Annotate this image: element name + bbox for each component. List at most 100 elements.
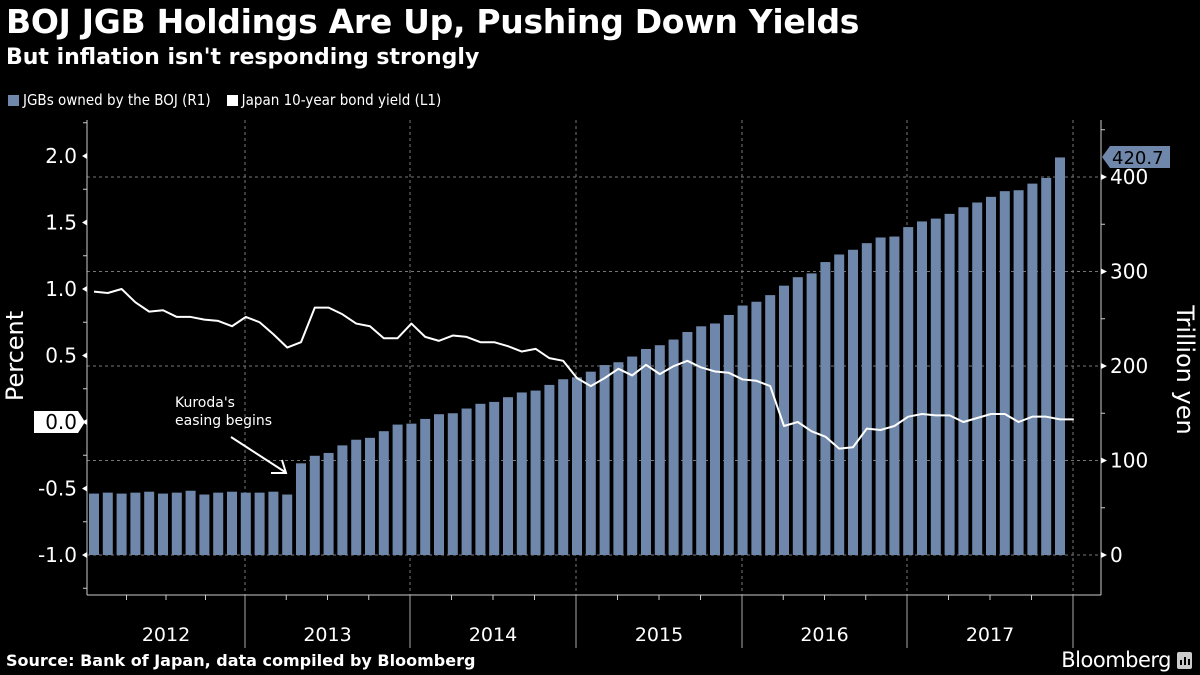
left-tick-marker (82, 219, 87, 226)
bar (171, 492, 182, 555)
bar (365, 437, 375, 555)
last-value-tag (1102, 146, 1170, 168)
bar (89, 493, 99, 555)
left-tick-label: 0.5 (45, 344, 77, 368)
bar (668, 339, 679, 555)
bar (475, 403, 486, 555)
bar (613, 362, 624, 555)
bar (710, 323, 720, 555)
source-note: Source: Bank of Japan, data compiled by … (6, 651, 476, 670)
bar (903, 227, 914, 555)
x-tick-label: 2017 (966, 624, 1014, 646)
bar (213, 492, 224, 555)
left-axis-title: Percent (1, 311, 29, 401)
bar (1041, 177, 1052, 555)
bar (530, 390, 541, 555)
left-axis-ticks: 2.0 1.5 1.0 0.5 0.0 -0.5 -1.0 (34, 122, 87, 589)
right-tick-marker (1101, 268, 1107, 275)
bar (930, 218, 941, 555)
right-tick-label: 100 (1110, 449, 1148, 473)
bar (696, 326, 707, 555)
chart-subtitle: But inflation isn't responding strongly (6, 45, 480, 70)
bar (641, 348, 651, 555)
bar (599, 365, 610, 555)
bar (861, 243, 872, 555)
left-tick-label: 0.0 (45, 410, 77, 434)
right-tick-label: 300 (1110, 260, 1148, 284)
left-tick-marker (82, 552, 87, 558)
bar (323, 452, 334, 555)
annotation-arrow-shaft (230, 436, 286, 473)
bar (337, 445, 348, 555)
bar (116, 493, 127, 555)
bar (765, 295, 776, 555)
bar (420, 418, 431, 555)
bar (516, 392, 527, 555)
right-tick-marker (1101, 552, 1107, 558)
legend-swatch-line (226, 94, 238, 106)
bar (130, 492, 141, 555)
bar (351, 439, 362, 555)
bar (986, 196, 996, 555)
annotation-kuroda: Kuroda's easing begins (175, 395, 288, 474)
left-tick-label: 2.0 (45, 144, 77, 168)
bar (627, 356, 638, 555)
bar (254, 492, 265, 555)
x-tick-label: 2015 (635, 624, 683, 646)
bar (296, 463, 306, 555)
bar (972, 202, 983, 555)
left-tick-label: 1.5 (45, 211, 77, 235)
bloomberg-logo: Bloomberg (1061, 648, 1192, 672)
bar (282, 494, 293, 555)
bar (723, 314, 734, 555)
legend-label: Japan 10-year bond yield (L1) (241, 91, 442, 109)
legend-item-jgb-holdings: JGBs owned by the BOJ (R1) (8, 91, 211, 109)
left-tick-label: 1.0 (45, 277, 77, 301)
left-tick-marker (82, 286, 87, 292)
bar (889, 236, 900, 555)
zero-highlight-tag (34, 411, 85, 433)
right-tick-label: 400 (1110, 165, 1148, 189)
legend-label: JGBs owned by the BOJ (R1) (23, 91, 211, 109)
bar (158, 493, 168, 555)
line-series (93, 288, 1074, 450)
bar (144, 491, 155, 555)
bar (378, 431, 389, 555)
bar (848, 249, 858, 555)
bar-series (89, 157, 1065, 556)
bar (779, 285, 789, 555)
left-tick-marker (82, 419, 87, 425)
bar (682, 331, 693, 555)
bar (102, 492, 113, 555)
bar (820, 262, 831, 555)
bar (185, 490, 196, 555)
bar (944, 213, 955, 556)
legend-swatch-bar (8, 94, 19, 106)
bar (558, 379, 569, 555)
bar (1013, 190, 1024, 556)
left-tick-label: -1.0 (38, 543, 77, 567)
bar (392, 424, 403, 555)
left-tick-marker (82, 485, 87, 492)
right-tick-marker (1101, 363, 1107, 369)
bar (737, 305, 748, 555)
bar (489, 401, 500, 555)
bar (917, 221, 927, 556)
bar (751, 301, 762, 555)
bar (227, 491, 237, 555)
left-tick-marker (82, 153, 87, 159)
bar (999, 191, 1010, 556)
right-axis-ticks: 400 300 200 100 0 (1101, 129, 1148, 567)
legend-item-bond-yield: Japan 10-year bond yield (L1) (226, 91, 442, 109)
x-tick-label: 2012 (142, 624, 190, 646)
last-value-text: 420.7 (1112, 148, 1164, 169)
left-tick-label: -0.5 (38, 477, 77, 501)
bar (447, 413, 458, 555)
bar (958, 207, 969, 556)
annotation-line-2: easing begins (175, 413, 272, 429)
bar (434, 414, 444, 555)
bar (572, 377, 582, 555)
bar (503, 397, 513, 555)
bar (1055, 157, 1065, 555)
